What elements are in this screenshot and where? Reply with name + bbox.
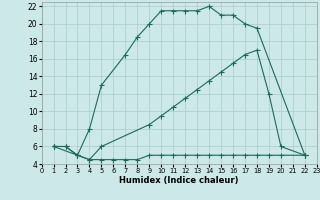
X-axis label: Humidex (Indice chaleur): Humidex (Indice chaleur): [119, 176, 239, 185]
